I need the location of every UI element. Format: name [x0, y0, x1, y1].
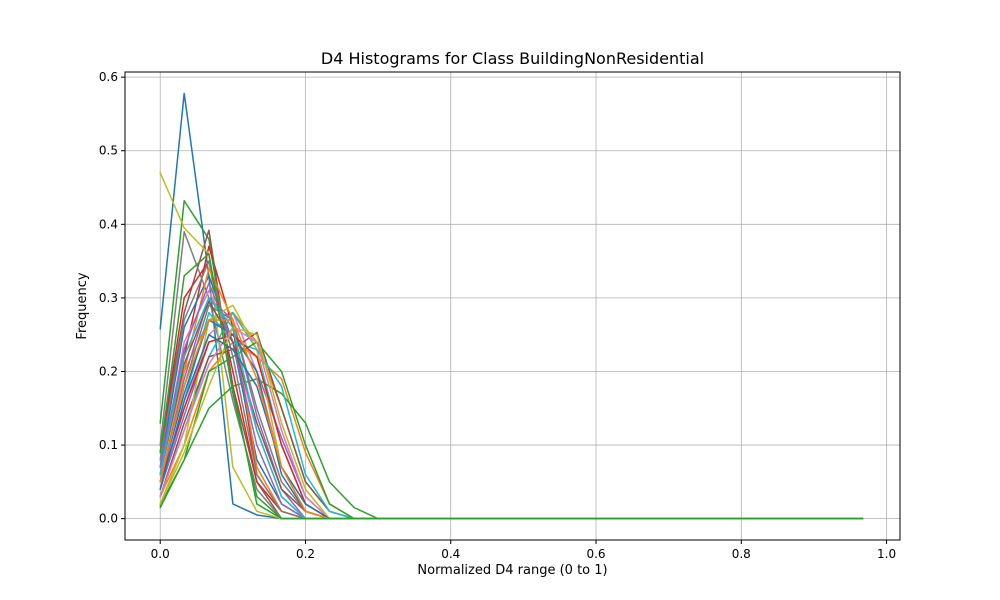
grid-lines [125, 72, 900, 540]
series-line [159, 378, 864, 520]
x-tick-label: 0.6 [586, 547, 605, 561]
chart-title: D4 Histograms for Class BuildingNonResid… [321, 49, 704, 68]
series-lines [159, 92, 864, 520]
y-tick-label: 0.5 [99, 144, 118, 158]
x-tick-label: 0.0 [151, 547, 170, 561]
y-tick-label: 0.4 [99, 217, 118, 231]
series-line [159, 326, 864, 520]
y-tick-label: 0.6 [99, 70, 118, 84]
plot-frame [124, 71, 901, 541]
series-line [159, 253, 864, 520]
y-tick-label: 0.0 [99, 512, 118, 526]
x-tick-label: 0.4 [441, 547, 460, 561]
series-line [159, 326, 864, 520]
x-tick-label: 0.2 [296, 547, 315, 561]
y-tick-label: 0.1 [99, 438, 118, 452]
x-tick-label: 1.0 [877, 547, 896, 561]
axis-ticks: 0.0 0.2 0.4 0.6 0.8 1.0 0.0 0.1 0.2 0.3 0.4 0.5 0.6 [99, 70, 896, 561]
series-line [159, 331, 864, 520]
y-tick-label: 0.3 [99, 291, 118, 305]
y-axis-label: Frequency [75, 272, 90, 339]
y-tick-label: 0.2 [99, 364, 118, 378]
x-tick-label: 0.8 [732, 547, 751, 561]
x-axis-label: Normalized D4 range (0 to 1) [417, 563, 607, 578]
